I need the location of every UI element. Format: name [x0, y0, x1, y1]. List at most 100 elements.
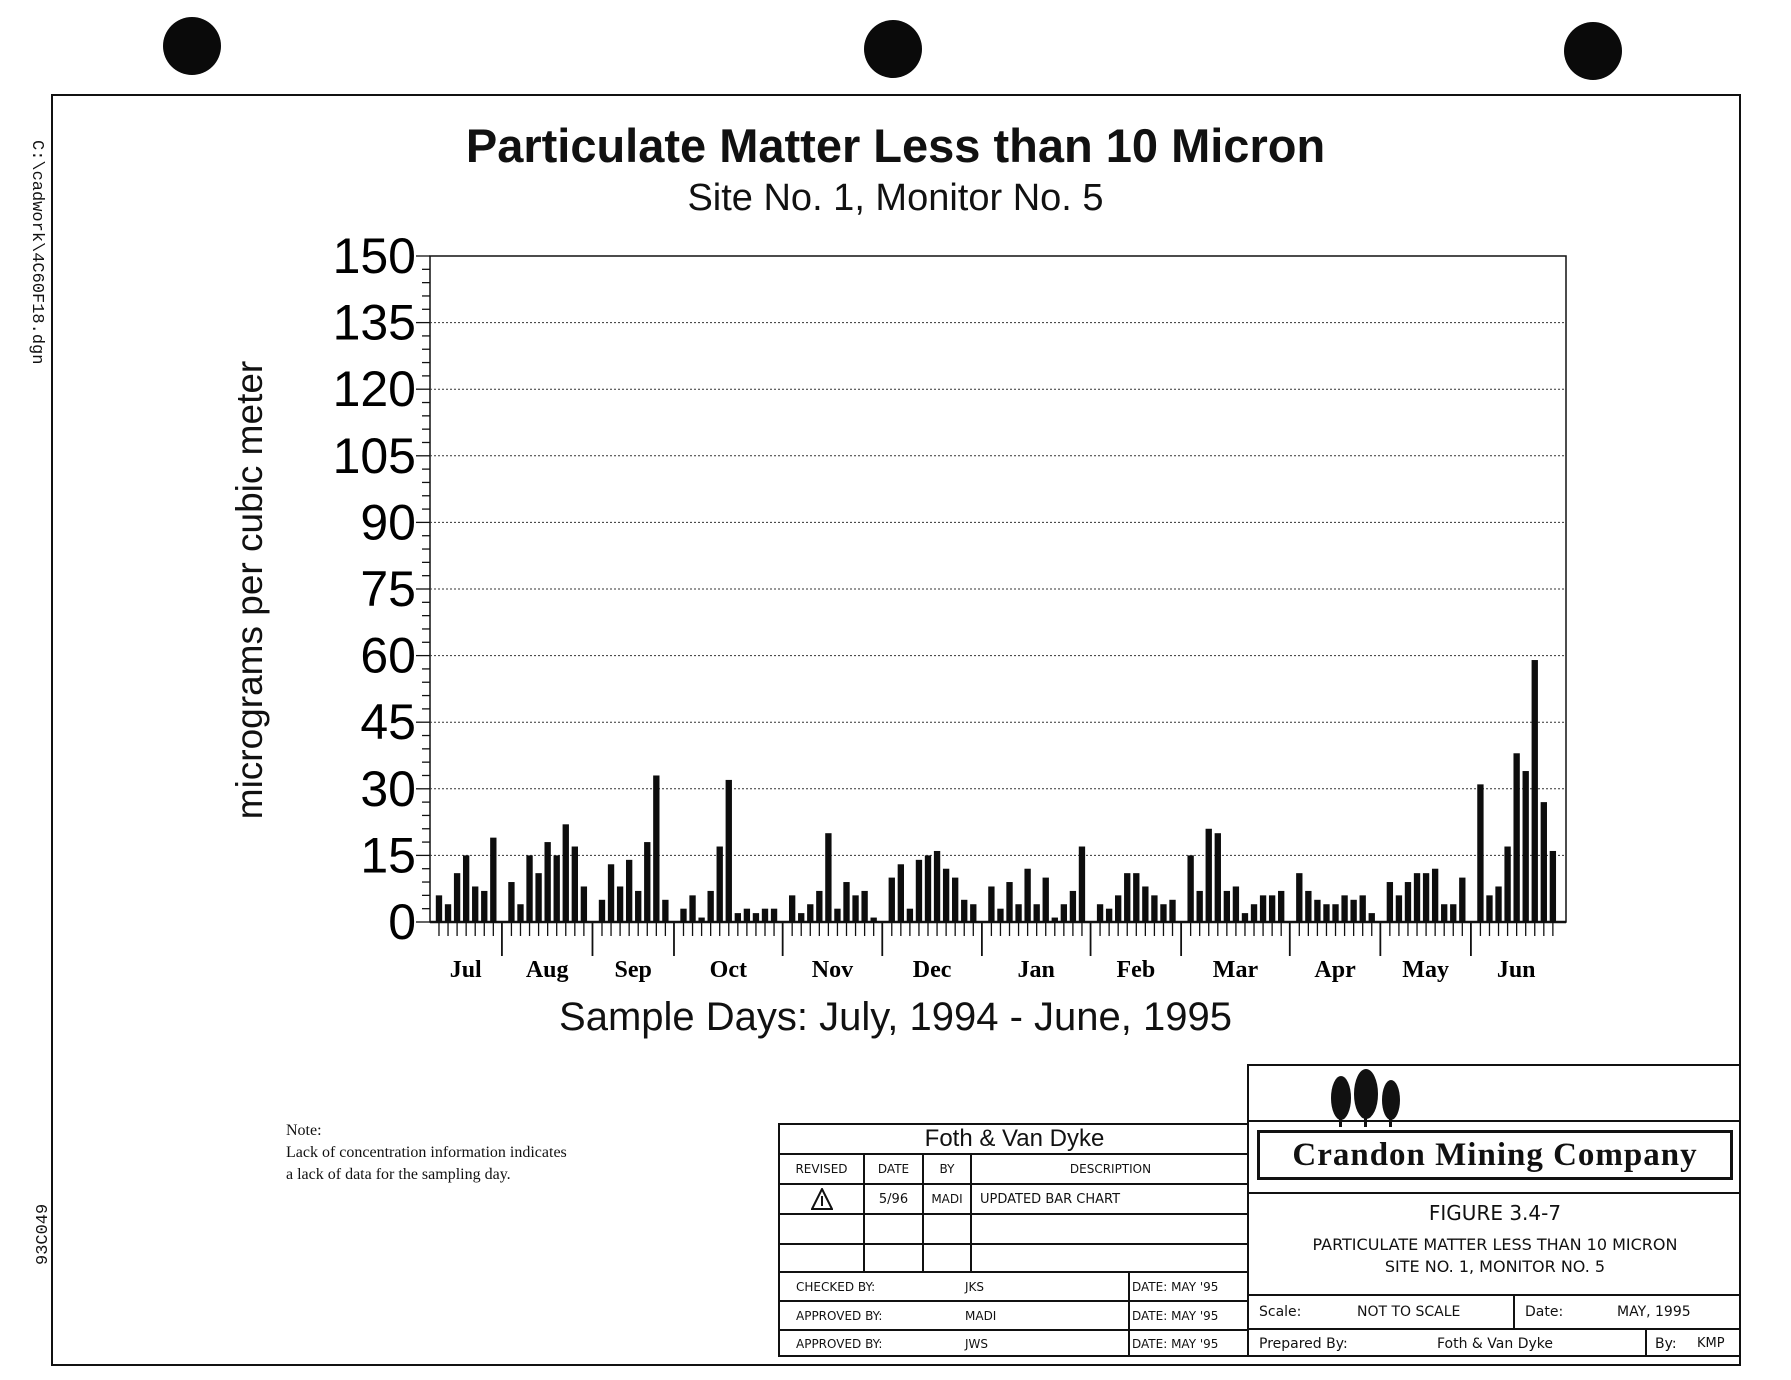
- bar: [1096, 904, 1104, 922]
- bar: [680, 908, 687, 922]
- bar: [1205, 828, 1212, 922]
- bar: [1441, 904, 1448, 922]
- bar: [1522, 771, 1529, 922]
- bar: [843, 882, 850, 922]
- note-heading: Note:: [286, 1122, 322, 1139]
- bar: [1495, 886, 1502, 922]
- bar: [942, 868, 950, 922]
- prepared-by-label: Prepared By:: [1259, 1335, 1348, 1352]
- bar: [1323, 904, 1330, 922]
- bar: [607, 864, 615, 922]
- drawing-frame: [51, 94, 1741, 1366]
- bar: [1540, 802, 1547, 922]
- bar: [1142, 886, 1149, 922]
- bar: [535, 873, 542, 922]
- bar: [988, 886, 995, 922]
- bar: [526, 855, 533, 922]
- bar: [1305, 890, 1312, 922]
- y-tick-label: 105: [333, 428, 416, 484]
- bar: [553, 855, 560, 922]
- bar: [508, 882, 515, 922]
- bar: [635, 890, 642, 922]
- bar: [1413, 873, 1421, 922]
- bar: [852, 895, 859, 922]
- y-tick-label: 135: [333, 295, 416, 351]
- bar: [1241, 913, 1249, 922]
- approved-date: DATE: MAY '95: [1132, 1337, 1219, 1351]
- bar: [970, 904, 977, 922]
- checked-by-label: CHECKED BY:: [796, 1279, 876, 1294]
- bar: [1486, 895, 1493, 922]
- bar: [444, 904, 452, 922]
- bar: [725, 779, 732, 922]
- bar: [1232, 886, 1240, 922]
- bar: [924, 855, 932, 922]
- chart-subtitle: Site No. 1, Monitor No. 5: [687, 177, 1104, 219]
- punch-hole: [1564, 22, 1622, 80]
- bar: [571, 846, 578, 922]
- bar: [1051, 917, 1058, 922]
- bar: [1395, 895, 1403, 922]
- bar: [1078, 846, 1086, 922]
- company-name: Crandon Mining Company: [1257, 1130, 1733, 1180]
- bar: [481, 890, 488, 922]
- x-month-label: Feb: [1117, 957, 1156, 983]
- bar: [897, 864, 905, 922]
- bar: [1341, 895, 1348, 922]
- bar: [462, 855, 470, 922]
- x-month-label: Jun: [1497, 957, 1536, 983]
- header-revised: REVISED: [795, 1162, 848, 1176]
- bar: [1160, 904, 1167, 922]
- bar: [906, 908, 914, 922]
- bar: [1006, 882, 1013, 922]
- bar: [453, 873, 461, 922]
- revision-block: Foth & Van Dyke REVISED DATE BY DESCRIPT…: [778, 1123, 1249, 1357]
- bar: [807, 904, 814, 922]
- bar: [1223, 890, 1231, 922]
- bar: [662, 899, 669, 922]
- bar: [825, 833, 832, 922]
- bar: [861, 890, 868, 922]
- header-date: DATE: [877, 1162, 910, 1176]
- bar: [689, 895, 696, 922]
- bar: [1124, 873, 1131, 922]
- bar: [1513, 753, 1520, 922]
- note-line: a lack of data for the sampling day.: [286, 1166, 511, 1183]
- bar: [1531, 660, 1538, 922]
- bar: [1314, 899, 1321, 922]
- y-tick-label: 45: [360, 694, 416, 750]
- bar: [1069, 890, 1077, 922]
- bar: [1169, 899, 1176, 922]
- bar: [1015, 904, 1022, 922]
- y-tick-label: 60: [360, 628, 416, 684]
- bar: [1350, 899, 1357, 922]
- bar: [490, 837, 497, 922]
- bar: [1431, 868, 1439, 922]
- bar: [933, 850, 941, 922]
- x-month-label: Apr: [1314, 957, 1356, 983]
- bar: [472, 886, 479, 922]
- bar: [1105, 908, 1113, 922]
- bar: [644, 842, 651, 922]
- bar: [834, 908, 841, 922]
- approved-by-name: MADI: [965, 1308, 997, 1323]
- bar: [1133, 873, 1140, 922]
- bar: [698, 917, 705, 922]
- checked-date: DATE: MAY '95: [1132, 1279, 1219, 1294]
- bar: [435, 895, 443, 922]
- y-tick-label: 15: [360, 827, 416, 883]
- trees-logo-icon: [1321, 1069, 1411, 1127]
- y-tick-label: 0: [388, 894, 416, 950]
- bar: [1332, 904, 1339, 922]
- bar: [1549, 850, 1557, 922]
- bar: [952, 877, 959, 922]
- bar: [1250, 904, 1258, 922]
- by-label: By:: [1655, 1335, 1677, 1352]
- bar: [1422, 873, 1430, 922]
- bar: [580, 886, 588, 922]
- bar: [1187, 855, 1194, 922]
- bar-chart: 0 15 30 45 60 75 90 105 120 135 150 Jul Aug Sep Oct Nov…: [333, 228, 1567, 983]
- y-tick-label: 150: [333, 228, 416, 284]
- bar: [1450, 904, 1457, 922]
- firm-name: Foth & Van Dyke: [924, 1125, 1105, 1152]
